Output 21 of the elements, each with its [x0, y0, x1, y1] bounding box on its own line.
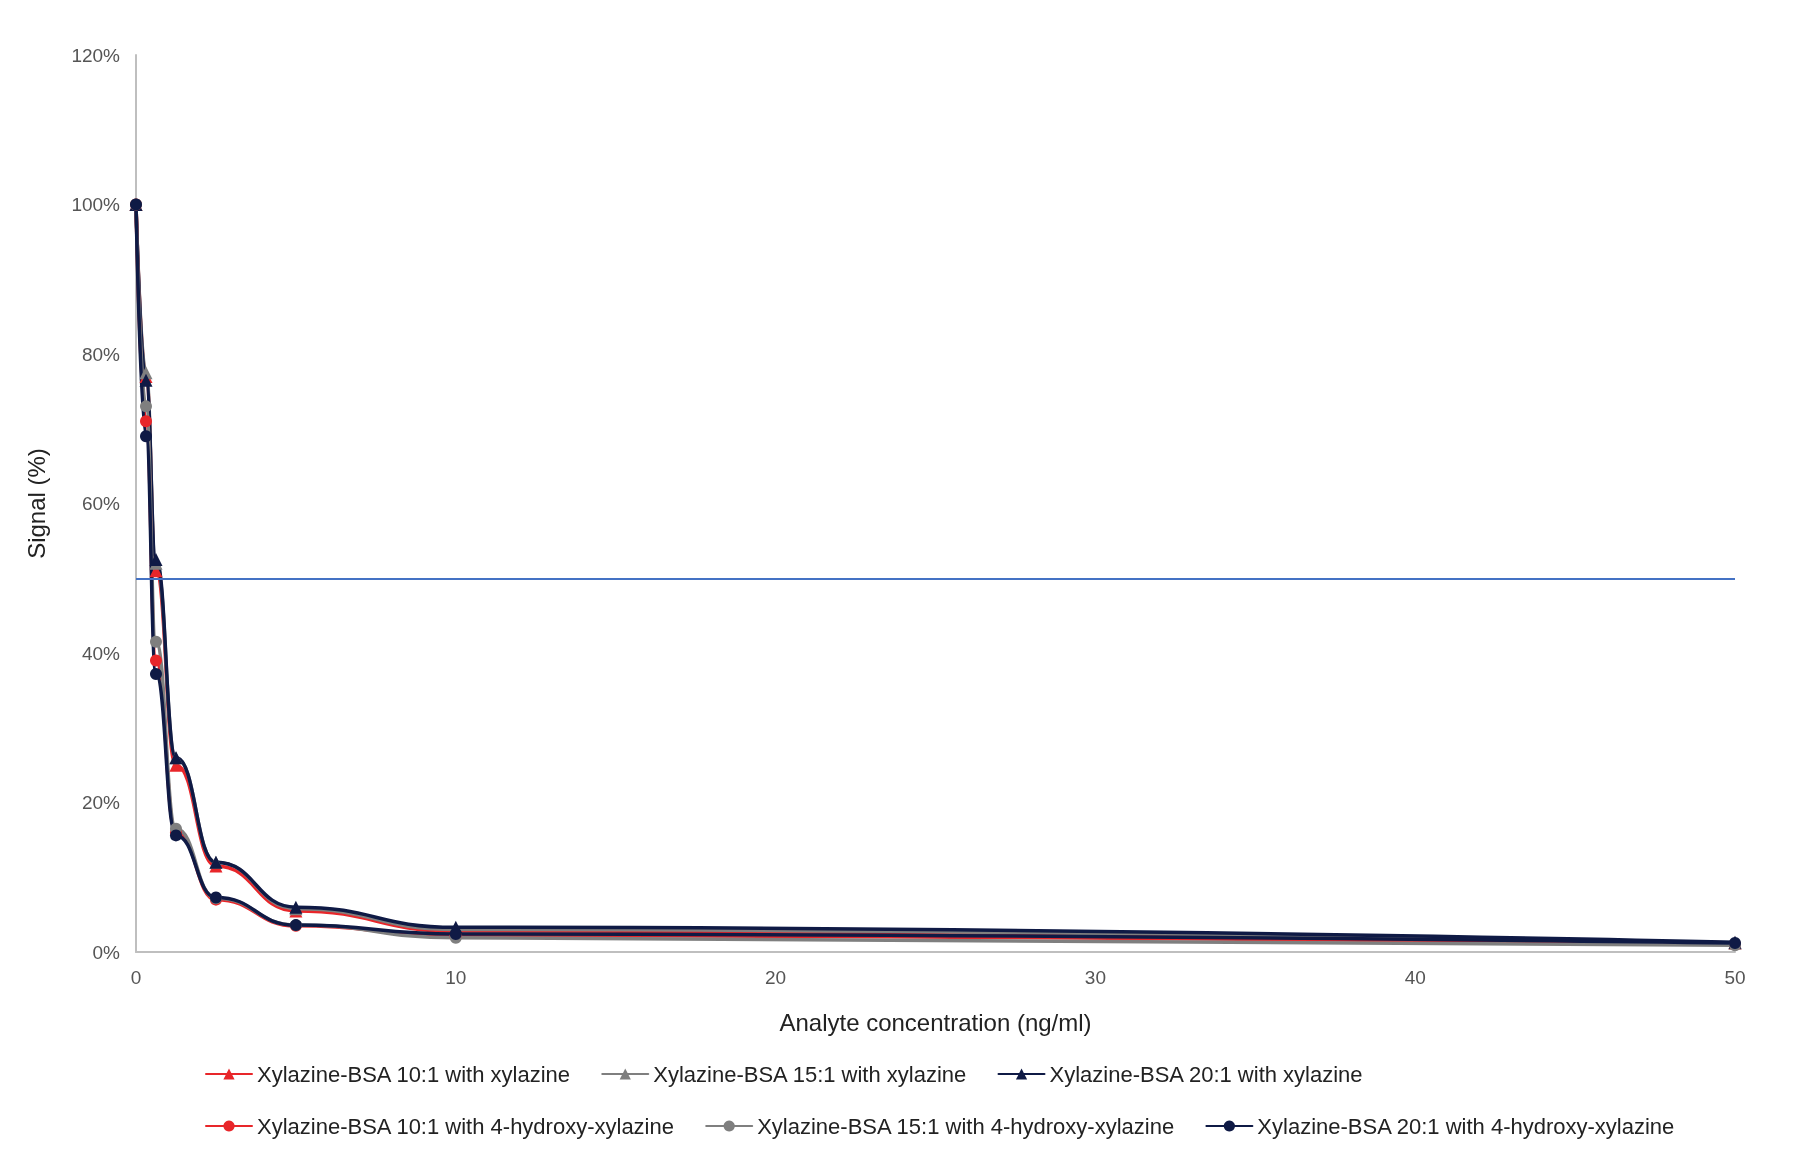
y-tick-label: 0% — [92, 941, 121, 963]
y-tick-label: 20% — [81, 792, 121, 813]
legend-label: Xylazine-BSA 10:1 with 4-hydroxy-xylazine — [257, 1113, 674, 1139]
y-tick-label: 60% — [81, 493, 121, 514]
x-axis-title: Analyte concentration (ng/ml) — [779, 1008, 1092, 1036]
legend-label: Xylazine-BSA 15:1 with 4-hydroxy-xylazine — [757, 1113, 1175, 1139]
x-tick-label: 40 — [1404, 967, 1426, 988]
legend-label: Xylazine-BSA 20:1 with xylazine — [1049, 1061, 1363, 1087]
y-axis-title: Signal (%) — [22, 448, 50, 559]
x-tick-label: 10 — [445, 967, 467, 988]
x-tick-label: 0 — [130, 967, 142, 988]
legend-label: Xylazine-BSA 10:1 with xylazine — [257, 1061, 571, 1087]
legend-label: Xylazine-BSA 20:1 with 4-hydroxy-xylazine — [1257, 1113, 1675, 1139]
y-tick-label: 100% — [71, 194, 121, 215]
x-tick-label: 50 — [1724, 967, 1746, 988]
x-tick-label: 20 — [765, 967, 787, 988]
x-tick-label: 30 — [1084, 967, 1106, 988]
legend-label: Xylazine-BSA 15:1 with xylazine — [653, 1061, 967, 1087]
y-tick-label: 80% — [81, 343, 121, 365]
y-tick-label: 40% — [81, 642, 121, 664]
y-tick-label: 120% — [71, 44, 121, 66]
